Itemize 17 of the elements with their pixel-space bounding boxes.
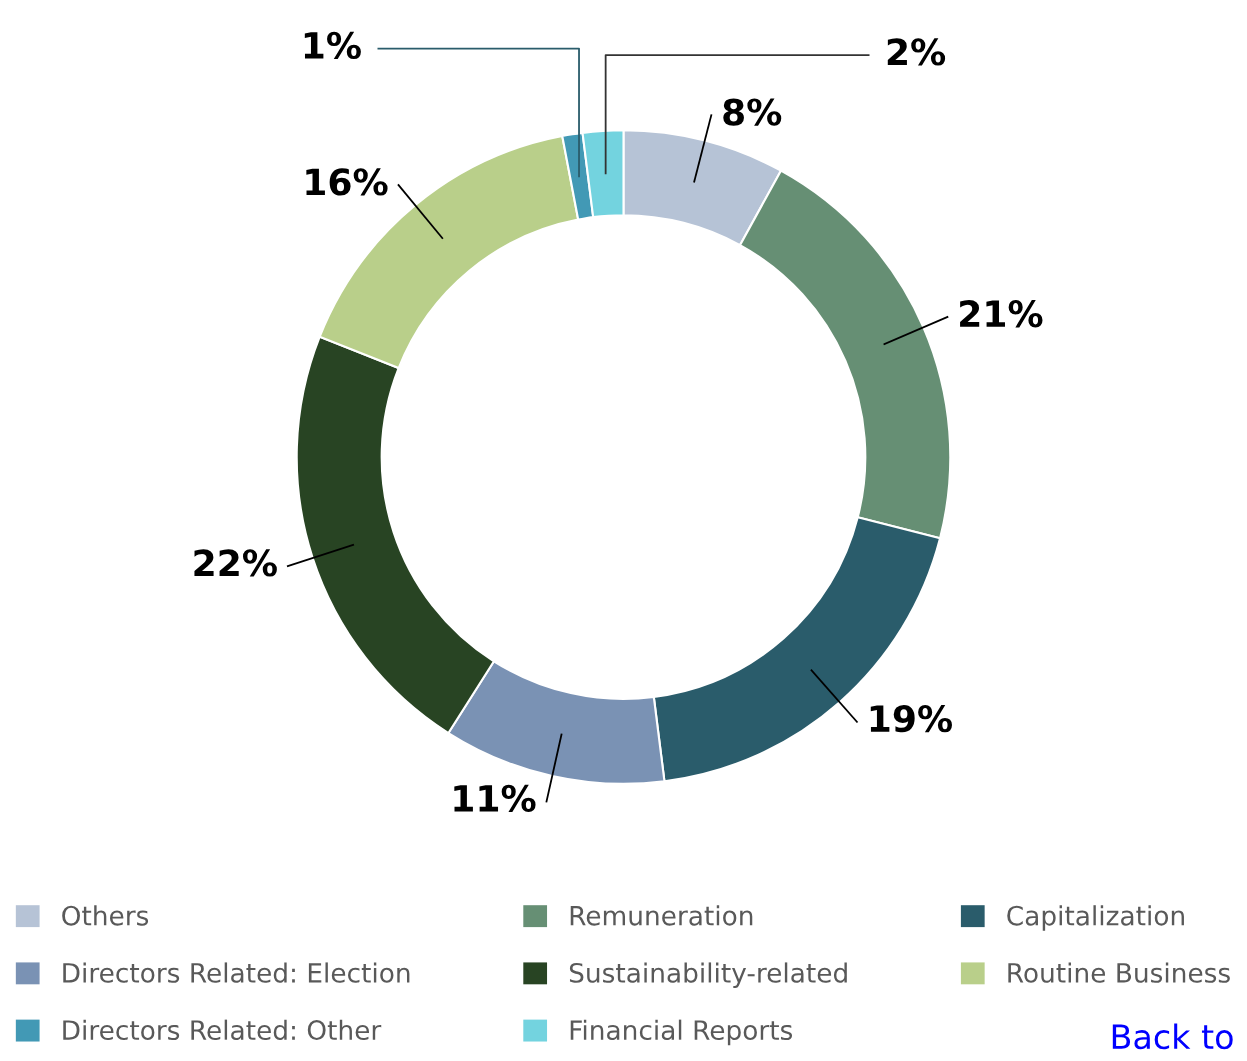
data-label: 1% [304, 31, 361, 60]
data-label: 22% [194, 549, 277, 577]
data-label: 2% [887, 38, 946, 66]
data-label: 11% [454, 784, 536, 812]
legend-label: Capitalization [1007, 905, 1184, 931]
data-label: 19% [870, 704, 952, 733]
legend-label: Routine Business [1008, 962, 1230, 983]
data-label: 21% [960, 300, 1043, 328]
legend-label: Directors Related: Election [63, 962, 410, 983]
text: Back to [1112, 1023, 1233, 1050]
legend-label: Others [62, 905, 149, 926]
legend-label: Remuneration [570, 905, 753, 926]
legend-label: Directors Related: Other [63, 1019, 382, 1041]
legend-label: Financial Reports [570, 1019, 793, 1046]
data-label: 8% [723, 98, 782, 126]
data-label: 16% [306, 168, 388, 196]
legend-label: Sustainability-related [569, 962, 847, 988]
